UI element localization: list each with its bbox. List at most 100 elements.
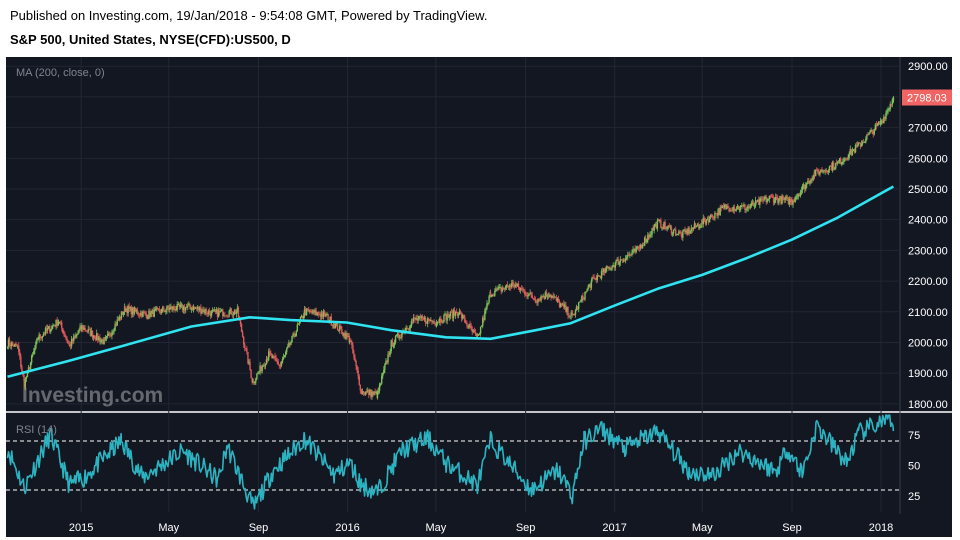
candle-body bbox=[791, 199, 793, 205]
candle-body bbox=[64, 333, 66, 337]
candle-body bbox=[393, 342, 396, 346]
candle-body bbox=[464, 316, 466, 323]
candle-body bbox=[172, 306, 174, 310]
candle-body bbox=[266, 359, 269, 361]
candle-body bbox=[331, 325, 334, 326]
candle-body bbox=[657, 219, 659, 221]
candle-body bbox=[244, 344, 246, 349]
candle-body bbox=[570, 312, 572, 316]
candle-body bbox=[477, 334, 480, 336]
candle-body bbox=[431, 320, 433, 322]
candle-body bbox=[263, 365, 266, 367]
candle-body bbox=[30, 355, 33, 363]
candle-body bbox=[484, 310, 486, 320]
candle-body bbox=[103, 338, 105, 345]
candle-body bbox=[538, 298, 540, 300]
candle-body bbox=[624, 258, 627, 262]
candle-body bbox=[892, 97, 895, 101]
candle-body bbox=[765, 196, 767, 203]
candle-body bbox=[134, 307, 137, 312]
candle-body bbox=[116, 319, 118, 326]
candle-body bbox=[39, 334, 41, 338]
candle-body bbox=[771, 196, 774, 198]
candle-body bbox=[154, 309, 157, 311]
candle-body bbox=[58, 322, 61, 323]
candle-body bbox=[319, 314, 322, 317]
candle-body bbox=[108, 333, 110, 335]
candle-body bbox=[687, 228, 689, 235]
candle-body bbox=[301, 315, 304, 319]
candle-body bbox=[138, 314, 140, 315]
candle-body bbox=[835, 162, 837, 169]
candle-body bbox=[119, 316, 122, 319]
candle-body bbox=[144, 312, 146, 314]
candle-body bbox=[384, 364, 386, 370]
candle-body bbox=[111, 332, 113, 336]
candle-body bbox=[127, 306, 129, 314]
time-tick-label: Sep bbox=[516, 522, 536, 534]
candle-body bbox=[98, 337, 100, 341]
candle-body bbox=[870, 129, 872, 132]
candle-body bbox=[586, 288, 588, 292]
candle-body bbox=[672, 229, 675, 234]
candle-body bbox=[628, 254, 630, 256]
candle-body bbox=[793, 200, 795, 203]
candle-body bbox=[581, 295, 583, 301]
candle-body bbox=[170, 306, 172, 308]
candle-body bbox=[629, 254, 631, 256]
candle-body bbox=[432, 320, 434, 322]
candle-body bbox=[871, 129, 873, 132]
candle-body bbox=[646, 239, 648, 243]
candle-body bbox=[76, 334, 78, 336]
candle-body bbox=[788, 198, 791, 205]
candle-body bbox=[664, 222, 666, 227]
candle-body bbox=[190, 307, 193, 310]
price-tick-label: 2200.00 bbox=[908, 276, 948, 288]
candle-body bbox=[495, 288, 497, 292]
candle-body bbox=[408, 328, 411, 330]
candle-body bbox=[499, 286, 501, 288]
candle-body bbox=[147, 317, 149, 319]
candle-body bbox=[866, 134, 868, 139]
candle-body bbox=[333, 324, 336, 329]
candle-body bbox=[401, 332, 403, 338]
candle-body bbox=[669, 226, 672, 228]
candle-body bbox=[802, 184, 805, 186]
candle-body bbox=[97, 333, 99, 341]
candle-body bbox=[70, 339, 73, 347]
candle-body bbox=[680, 232, 682, 234]
candle-body bbox=[806, 182, 808, 185]
candle-body bbox=[511, 283, 513, 288]
candle-body bbox=[299, 317, 302, 322]
candle-body bbox=[248, 362, 250, 364]
candle-body bbox=[282, 357, 285, 360]
candle-body bbox=[271, 354, 273, 359]
candle-body bbox=[853, 149, 856, 153]
candle-body bbox=[848, 153, 850, 158]
candle-body bbox=[43, 334, 46, 335]
candle-body bbox=[225, 315, 227, 317]
candle-body bbox=[222, 309, 224, 317]
candle-body bbox=[560, 303, 563, 305]
candle-body bbox=[460, 312, 463, 319]
candle-body bbox=[651, 228, 653, 235]
candle-body bbox=[261, 366, 263, 372]
candle-body bbox=[773, 200, 776, 203]
candle-body bbox=[38, 334, 40, 340]
time-tick-label: 2016 bbox=[335, 522, 359, 534]
candle-body bbox=[655, 224, 658, 229]
candle-body bbox=[19, 351, 21, 357]
candle-body bbox=[534, 299, 537, 303]
candle-body bbox=[18, 345, 20, 352]
candle-body bbox=[45, 328, 48, 331]
candle-body bbox=[486, 303, 488, 309]
candle-body bbox=[304, 309, 307, 316]
candle-body bbox=[241, 332, 244, 337]
candle-body bbox=[148, 310, 150, 318]
candle-body bbox=[145, 312, 147, 315]
candle-body bbox=[82, 325, 84, 330]
candle-body bbox=[259, 365, 261, 372]
candle-body bbox=[388, 354, 390, 356]
candle-body bbox=[781, 196, 783, 204]
